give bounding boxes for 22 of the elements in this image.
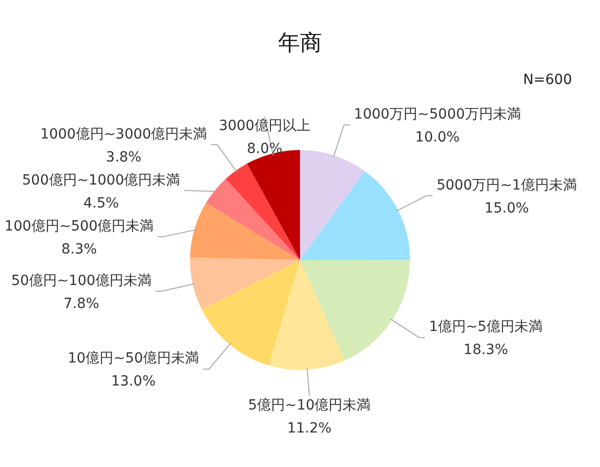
chart-title: 年商 [277,30,323,58]
slice-label: 500億円~1000億円未満 [22,172,180,188]
data-label: 7.8% [64,296,100,312]
data-label: 8.0% [246,141,282,158]
slice-label: 50億円~100億円未満 [11,272,152,289]
slice-label: 1000万円~5000万円未満 [354,106,521,123]
slice-label: 5000万円~1億円未満 [436,177,577,194]
slice-label: 10億円~50億円未満 [68,350,200,367]
data-label: 15.0% [484,200,529,216]
data-label: 10.0% [415,130,460,146]
slice-label: 1000億円~3000億円未満 [40,126,208,142]
data-label: 11.2% [287,420,332,436]
data-label: 13.0% [111,374,156,390]
slice-label: 3000億円以上 [218,118,310,134]
slice-label: 100億円~500億円未満 [4,218,154,234]
text: N=600 [523,72,572,88]
data-label: 4.5% [83,195,119,212]
data-label: 18.3% [464,342,508,358]
slice-label: 1億円~5億円未満 [429,319,543,336]
slice-label: 5億円~10億円未満 [248,397,371,414]
data-label: 8.3% [61,241,97,258]
data-label: 3.8% [106,149,142,166]
